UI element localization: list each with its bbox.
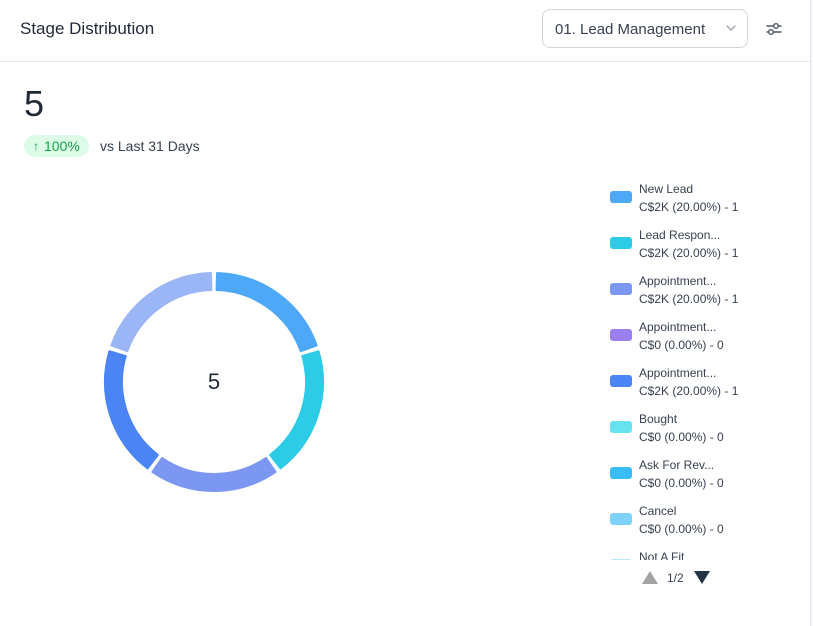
legend-item-name: Appointment... [639, 320, 717, 334]
donut-center-value: 5 [207, 369, 221, 394]
legend-page-indicator: 1/2 [667, 571, 684, 585]
pipeline-select-value: 01. Lead Management [555, 21, 706, 38]
legend-item[interactable]: Not A Fit [604, 546, 804, 560]
donut-slice[interactable] [110, 272, 213, 353]
change-value: 100% [44, 138, 80, 154]
triangle-down-icon[interactable] [694, 571, 710, 584]
legend-swatch [610, 283, 632, 295]
legend-item[interactable]: Appointment... C$2K (20.00%) - 1 [604, 362, 804, 408]
legend-item[interactable]: Appointment... C$2K (20.00%) - 1 [604, 270, 804, 316]
legend-item-value: C$0 (0.00%) - 0 [639, 430, 724, 444]
arrow-up-icon: ↑ [33, 139, 39, 153]
legend-item-value: C$0 (0.00%) - 0 [639, 522, 724, 536]
legend-item-value: C$0 (0.00%) - 0 [639, 476, 724, 490]
total-count: 5 [24, 83, 45, 124]
legend-item-name: Bought [639, 412, 678, 426]
legend-swatch [610, 375, 632, 387]
legend-pager: 1/2 [640, 569, 720, 587]
legend-item-name: New Lead [639, 182, 694, 196]
legend-item[interactable]: New Lead C$2K (20.00%) - 1 [604, 178, 804, 224]
legend-swatch [610, 237, 632, 249]
donut-chart [104, 272, 324, 492]
chevron-down-icon [726, 25, 736, 31]
legend-item-name: Appointment... [639, 274, 717, 288]
legend-item[interactable]: Bought C$0 (0.00%) - 0 [604, 408, 804, 454]
legend-item-name: Cancel [639, 504, 677, 518]
legend-swatch [610, 467, 632, 479]
donut-slice[interactable] [151, 456, 277, 492]
legend-item-value: C$2K (20.00%) - 1 [639, 200, 739, 214]
legend-swatch [610, 421, 632, 433]
change-badge: ↑ 100% [24, 135, 89, 157]
legend-swatch [610, 329, 632, 341]
legend-item[interactable]: Cancel C$0 (0.00%) - 0 [604, 500, 804, 546]
legend-item-value: C$0 (0.00%) - 0 [639, 338, 724, 352]
donut-slice[interactable] [215, 272, 318, 353]
legend-item-name: Not A Fit [639, 550, 685, 560]
donut-slice[interactable] [104, 350, 159, 470]
legend-item[interactable]: Appointment... C$0 (0.00%) - 0 [604, 316, 804, 362]
legend-swatch [610, 513, 632, 525]
legend-item-name: Lead Respon... [639, 228, 721, 242]
legend-swatch [610, 559, 632, 560]
legend-item-value: C$2K (20.00%) - 1 [639, 384, 739, 398]
compare-period: vs Last 31 Days [100, 138, 200, 154]
legend-item-value: C$2K (20.00%) - 1 [639, 292, 739, 306]
pipeline-select[interactable]: 01. Lead Management [542, 9, 748, 48]
sliders-icon[interactable] [763, 19, 785, 39]
card-header: Stage Distribution 01. Lead Management [0, 0, 810, 62]
chart-legend: New Lead C$2K (20.00%) - 1 Lead Respon... C… [604, 178, 804, 560]
legend-item-value: C$2K (20.00%) - 1 [639, 246, 739, 260]
legend-item-name: Appointment... [639, 366, 717, 380]
legend-item[interactable]: Lead Respon... C$2K (20.00%) - 1 [604, 224, 804, 270]
triangle-up-icon[interactable] [642, 571, 658, 584]
legend-item-name: Ask For Rev... [639, 458, 715, 472]
legend-item[interactable]: Ask For Rev... C$0 (0.00%) - 0 [604, 454, 804, 500]
legend-swatch [610, 191, 632, 203]
card-title: Stage Distribution [20, 19, 155, 38]
donut-slice[interactable] [269, 350, 324, 470]
